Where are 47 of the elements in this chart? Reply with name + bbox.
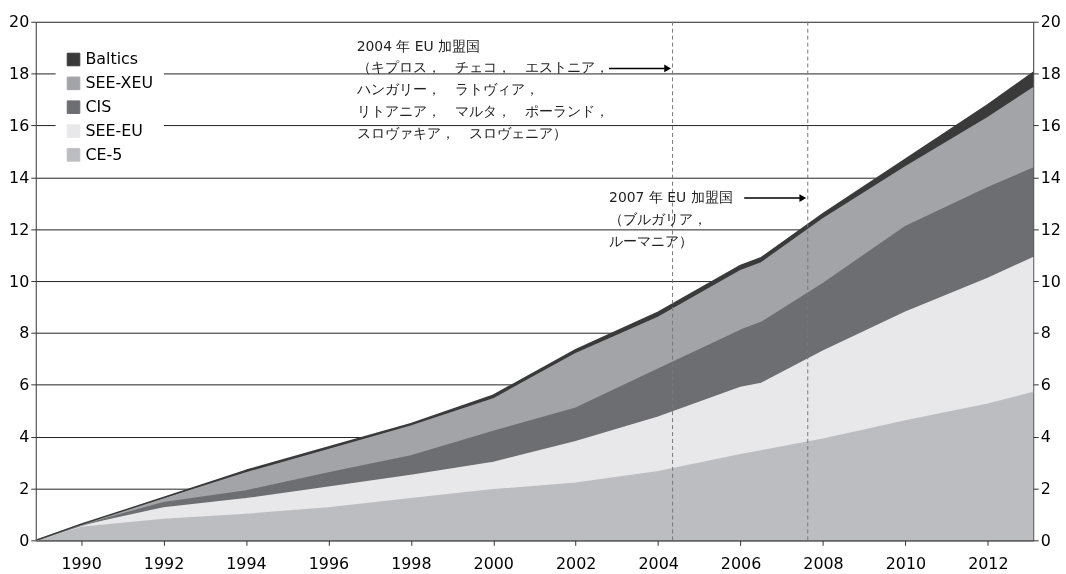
legend-label: SEE-XEU: [85, 73, 154, 93]
annotation: スロヴァキア， スロヴェニア）: [356, 124, 567, 141]
y2-tick-label: 10: [1040, 271, 1061, 291]
legend-label: SEE-EU: [85, 121, 143, 140]
y2-tick-label: 18: [1040, 64, 1061, 84]
legend-label: CIS: [85, 97, 112, 117]
y2-tick-label: 12: [1040, 219, 1061, 239]
annotation: 2004 年 EU 加盟国: [356, 37, 481, 54]
y-tick-label: 0: [19, 530, 30, 550]
legend-label: CE-5: [85, 144, 123, 164]
x-tick-label: 2010: [885, 553, 927, 573]
y2-tick-label: 4: [1040, 427, 1051, 447]
x-tick-label: 2008: [803, 553, 844, 573]
y-tick-label: 14: [9, 167, 30, 187]
annotation: ハンガリー， ラトヴィア，: [355, 81, 539, 98]
y2-tick-label: 14: [1040, 167, 1061, 187]
y-tick-label: 4: [19, 427, 30, 447]
y-tick-label: 18: [9, 64, 30, 84]
y-tick-label: 12: [9, 219, 30, 239]
annotation: リトアニア， マルタ， ポーランド，: [356, 103, 609, 120]
annotation: ルーマニア）: [609, 232, 694, 249]
x-tick-label: 2006: [720, 553, 762, 573]
y2-tick-label: 0: [1040, 530, 1051, 550]
y2-tick-label: 20: [1040, 12, 1061, 32]
x-tick-label: 1990: [61, 553, 102, 573]
y-tick-label: 20: [9, 12, 30, 32]
annotation: （ブルガリア，: [609, 210, 708, 227]
x-tick-label: 2012: [968, 553, 1009, 573]
y-tick-label: 16: [9, 115, 30, 135]
y-tick-label: 8: [19, 323, 30, 343]
x-tick-label: 1992: [143, 553, 185, 573]
y2-tick-label: 2: [1040, 478, 1051, 498]
y2-tick-label: 8: [1040, 323, 1051, 343]
x-tick-label: 2000: [473, 553, 514, 573]
y2-tick-label: 6: [1040, 375, 1051, 395]
y-tick-label: 6: [19, 375, 30, 395]
x-tick-label: 1996: [308, 553, 350, 573]
y-tick-label: 2: [19, 478, 30, 498]
y2-tick-label: 16: [1040, 115, 1061, 135]
annotation: （キプロス， チェコ， エストニア，: [356, 59, 609, 76]
x-tick-label: 2004: [638, 553, 679, 573]
annotation: 2007 年 EU 加盟国: [609, 189, 733, 206]
x-tick-label: 2002: [556, 553, 597, 573]
x-tick-label: 1994: [226, 553, 267, 573]
x-tick-label: 1998: [391, 553, 432, 573]
legend-label: Baltics: [85, 49, 139, 69]
y-tick-label: 10: [9, 271, 30, 291]
